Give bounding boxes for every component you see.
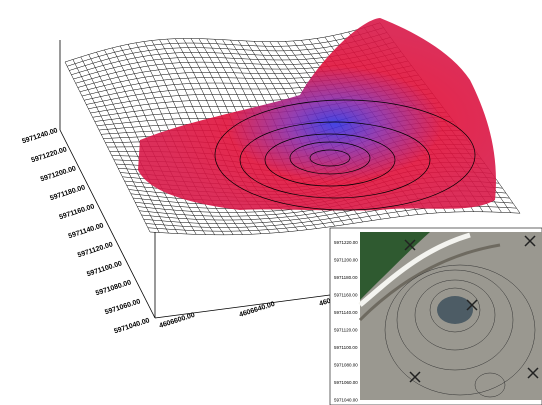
inset-y-label: 5971160.00 (334, 293, 358, 298)
figure: 5971040.005971060.005971080.005971100.00… (0, 0, 542, 405)
inset-y-label: 5971200.00 (334, 258, 358, 263)
inset-y-label: 5971100.00 (334, 345, 358, 350)
inset-y-label: 5971220.00 (334, 240, 358, 245)
y-tick-label: 5971140.00 (68, 222, 105, 240)
colored-surface (138, 18, 496, 211)
x-tick-label: 4606600.00 (158, 312, 195, 330)
y-tick-label: 5971080.00 (95, 279, 132, 297)
x-tick-label: 4606640.00 (238, 301, 275, 319)
inset-y-label: 5971080.00 (334, 363, 358, 368)
y-tick-label: 5971120.00 (77, 241, 114, 259)
y-tick-label: 5971200.00 (40, 165, 77, 183)
y-tick-label: 5971240.00 (21, 127, 58, 145)
inset-y-label: 5971040.00 (334, 398, 358, 403)
inset-y-label: 5971180.00 (334, 275, 358, 280)
y-tick-label: 5971160.00 (58, 203, 95, 221)
screenshot: 5971040.005971060.005971080.005971100.00… (0, 0, 542, 405)
inset-y-label: 5971060.00 (334, 380, 358, 385)
inset-y-label: 5971140.00 (334, 310, 358, 315)
inset-map: 5971220.00 5971200.00 5971180.00 5971160.00… (330, 228, 542, 405)
y-axis: 5971040.005971060.005971080.005971100.00… (21, 127, 150, 335)
y-tick-label: 5971100.00 (86, 260, 123, 278)
inset-y-label: 5971120.00 (334, 328, 358, 333)
y-tick-label: 5971040.00 (113, 317, 150, 335)
y-tick-label: 5971060.00 (104, 298, 141, 316)
y-tick-label: 5971220.00 (30, 146, 67, 164)
y-tick-label: 5971180.00 (49, 184, 86, 202)
